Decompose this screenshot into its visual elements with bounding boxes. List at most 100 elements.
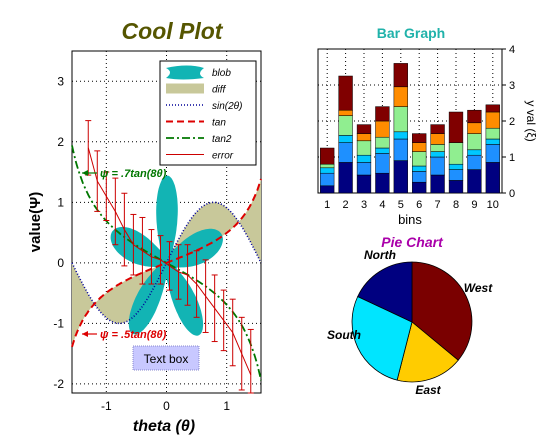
bar-segment — [485, 144, 500, 163]
bar-segment — [412, 133, 427, 143]
pie-label: North — [364, 248, 396, 262]
pie-chart-title: Pie Chart — [381, 234, 444, 250]
bar-segment — [356, 124, 372, 134]
bar-segment — [430, 124, 445, 134]
y-tick-label: 2 — [57, 135, 64, 149]
bar-segment — [485, 104, 500, 113]
cool-plot-y-ticks: -2 -1 0 1 2 3 — [53, 74, 64, 391]
legend-label: tan2 — [212, 134, 232, 145]
bar-graph-y-label: y val (ξ) — [524, 100, 538, 141]
bar-segment — [412, 142, 427, 152]
pie-slice — [411, 261, 473, 361]
bar-x-tick-label: 3 — [361, 199, 367, 211]
bar-x-tick-label: 9 — [471, 199, 477, 211]
cool-plot-y-label: value(Ψ) — [27, 192, 44, 252]
tan2-line-path — [71, 145, 262, 381]
bar-segment — [375, 120, 390, 138]
legend-label: blob — [212, 68, 231, 79]
x-tick-label: 0 — [163, 399, 170, 413]
bar-segment — [448, 169, 464, 181]
bar-segment — [430, 133, 445, 145]
pie-chart: Pie Chart West East South North — [327, 234, 493, 397]
bar-segment — [338, 115, 353, 136]
annotation-lower-text: ψ = .5tan(8θ) — [100, 329, 167, 341]
bar-x-tick-label: 2 — [343, 199, 349, 211]
bar-x-tick-label: 6 — [416, 199, 422, 211]
bar-segment — [320, 167, 335, 174]
bar-segment — [412, 165, 427, 172]
cool-plot-legend: blob diff sin(2θ) tan tan2 error — [159, 60, 257, 166]
bar-segment — [356, 154, 372, 163]
text-box: Text box — [132, 345, 200, 371]
bar-segment — [338, 109, 353, 116]
legend-swatch-diff — [166, 83, 204, 94]
bar-segment — [338, 142, 353, 163]
bar-segment — [356, 174, 372, 194]
pie-label: West — [464, 281, 493, 295]
y-tick-label: 0 — [57, 256, 64, 270]
legend-label: error — [212, 151, 234, 162]
bar-segment — [448, 142, 464, 165]
bar-segment — [375, 136, 390, 149]
bar-y-tick-label: 2 — [509, 116, 515, 128]
bar-segment — [430, 174, 445, 194]
bar-segment — [338, 162, 353, 194]
bar-segment — [485, 162, 500, 194]
bar-segment — [320, 172, 335, 187]
bar-segment — [467, 109, 482, 124]
bar-segment — [467, 149, 482, 156]
legend-entry: error — [166, 151, 234, 162]
bar-segment — [320, 185, 335, 194]
pie-slice — [357, 261, 413, 323]
bar-x-tick-label: 5 — [398, 199, 404, 211]
bar-graph-y-ticks: 0 1 2 3 4 — [502, 44, 515, 200]
error-bar — [247, 328, 254, 394]
bar-segment — [338, 135, 353, 143]
blob-fill — [110, 175, 223, 336]
bar-segment — [448, 163, 464, 170]
bar-segment — [356, 140, 372, 156]
bar-segment — [430, 144, 445, 152]
legend-entry: diff — [166, 83, 227, 96]
bar-segment — [485, 111, 500, 129]
y-tick-label: 3 — [57, 74, 64, 88]
bar-segment — [448, 180, 464, 194]
bar-y-tick-label: 1 — [509, 152, 515, 164]
legend-entry: sin(2θ) — [166, 101, 242, 112]
y-tick-label: -1 — [53, 316, 64, 330]
error-bars — [85, 120, 254, 394]
bar-segment — [320, 163, 335, 169]
bar-segment — [430, 151, 445, 158]
text-box-label: Text box — [144, 352, 189, 366]
bar-graph-x-label: bins — [398, 212, 422, 227]
cool-plot-title: Cool Plot — [122, 18, 224, 44]
bar-x-tick-label: 4 — [379, 199, 385, 211]
cool-plot-x-ticks: -1 0 1 — [101, 399, 230, 413]
legend-swatch-blob — [166, 65, 204, 80]
legend-entry: blob — [166, 65, 231, 80]
bar-segment — [393, 106, 408, 133]
pie-label: East — [415, 383, 441, 397]
bar-segment — [467, 154, 482, 170]
annotation-upper-text: ψ = .7tan(8θ) — [100, 168, 167, 180]
bar-graph-title: Bar Graph — [377, 25, 445, 41]
bar-segment — [375, 153, 390, 174]
bar-segment — [448, 111, 464, 143]
bar-segment — [412, 181, 427, 194]
annotation-upper: ψ = .7tan(8θ) — [82, 168, 167, 180]
bar-y-tick-label: 4 — [509, 44, 515, 56]
bar-segment — [467, 133, 482, 151]
bar-segment — [412, 171, 427, 183]
cool-plot: Cool Plot -1 0 1 -2 -1 0 1 2 3 theta (θ) value(… — [27, 18, 262, 435]
bar-segment — [375, 147, 390, 154]
bar-x-tick-label: 1 — [324, 199, 330, 211]
bar-segment — [412, 151, 427, 167]
tan-line-path — [71, 178, 262, 348]
bar-segment — [393, 138, 408, 161]
bar-segment — [356, 162, 372, 176]
legend-label: diff — [212, 85, 227, 96]
blob-area — [110, 175, 223, 336]
pie-label: South — [327, 328, 361, 342]
bar-segment — [467, 122, 482, 134]
